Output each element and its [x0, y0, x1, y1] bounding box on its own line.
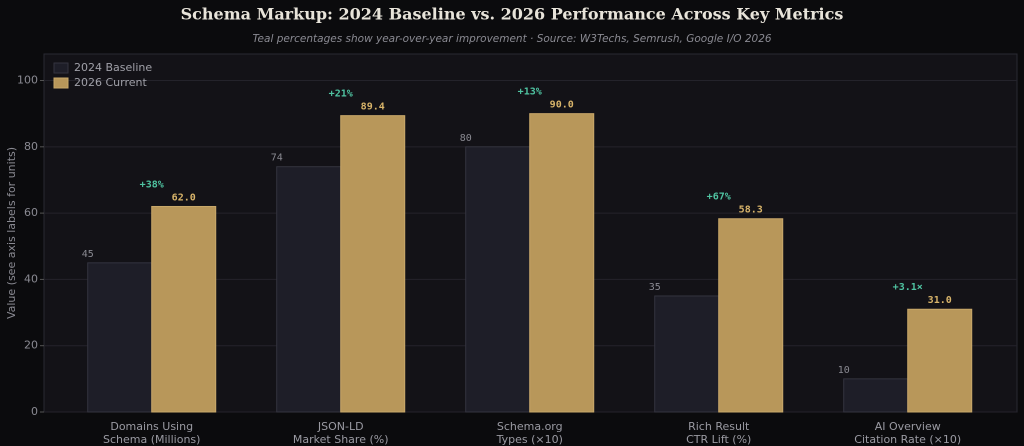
bar: [276, 166, 342, 413]
x-tick-label-line: Schema.org: [497, 420, 563, 433]
value-label: 89.4: [361, 102, 385, 113]
chart-subtitle: Teal percentages show year-over-year imp…: [252, 33, 771, 45]
bar: [718, 218, 784, 413]
y-tick-label: 40: [24, 272, 38, 285]
legend-swatch: [53, 62, 69, 74]
y-tick-label: 60: [24, 206, 38, 219]
value-label: 62.0: [172, 192, 196, 203]
x-tick-label-line: CTR Lift (%): [686, 433, 751, 446]
bar: [843, 378, 909, 413]
x-tick-label-line: JSON-LD: [317, 420, 364, 433]
value-label: 31.0: [928, 295, 952, 306]
bar: [465, 146, 531, 413]
bar: [340, 115, 406, 413]
value-label: 35: [649, 282, 661, 293]
legend-swatch: [53, 77, 69, 89]
y-axis-label: Value (see axis labels for units): [5, 147, 18, 319]
y-tick-label: 20: [24, 339, 38, 352]
value-label: 10: [838, 365, 850, 376]
value-label: 45: [82, 249, 94, 260]
annotation: +38%: [140, 179, 164, 190]
legend-label: 2024 Baseline: [74, 61, 152, 74]
value-label: 90.0: [550, 100, 574, 111]
x-tick-label: JSON-LD Market Share (%): [293, 420, 389, 446]
annotation: +3.1×: [893, 282, 923, 293]
x-tick-label: Rich Result CTR Lift (%): [686, 420, 751, 446]
x-tick-label-line: Domains Using: [110, 420, 193, 433]
x-tick-label-line: Schema (Millions): [103, 433, 200, 446]
x-tick-label: Domains Using Schema (Millions): [103, 420, 200, 446]
legend-label: 2026 Current: [74, 76, 147, 89]
x-tick-label-line: AI Overview: [875, 420, 941, 433]
x-tick-label-line: Citation Rate (×10): [854, 433, 961, 446]
x-tick-label-line: Market Share (%): [293, 433, 389, 446]
y-tick-label: 80: [24, 140, 38, 153]
value-label: 74: [271, 153, 283, 164]
y-tick-label: 100: [17, 74, 38, 87]
x-tick-label: AI Overview Citation Rate (×10): [854, 420, 961, 446]
value-label: 80: [460, 133, 472, 144]
annotation: +13%: [518, 87, 542, 98]
bar: [529, 113, 595, 413]
y-tick-label: 0: [31, 405, 38, 418]
chart-title: Schema Markup: 2024 Baseline vs. 2026 Pe…: [181, 5, 844, 24]
bar: [907, 308, 973, 413]
value-label: 58.3: [739, 205, 763, 216]
bar: [87, 262, 153, 413]
x-tick-label-line: Types (×10): [496, 433, 563, 446]
bar: [654, 295, 720, 413]
x-tick-label: Schema.org Types (×10): [496, 420, 563, 446]
x-tick-label-line: Rich Result: [688, 420, 750, 433]
annotation: +67%: [707, 192, 731, 203]
annotation: +21%: [329, 89, 353, 100]
bar: [151, 205, 217, 413]
